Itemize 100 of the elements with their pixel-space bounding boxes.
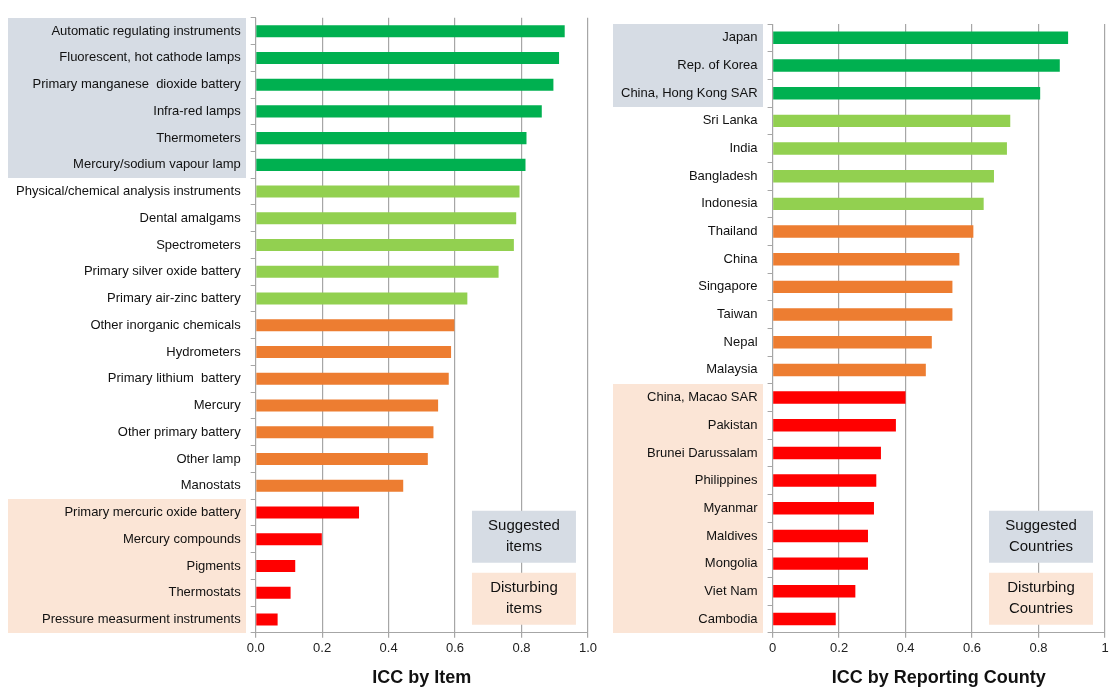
- y-tick-label: Primary mercuric oxide battery: [64, 504, 242, 520]
- bar: [256, 506, 360, 519]
- x-tick-label: 0.8: [1029, 640, 1048, 656]
- bar: [773, 142, 1007, 155]
- bar: [256, 185, 520, 198]
- x-tick-label: 0: [768, 640, 777, 656]
- bar: [773, 502, 874, 515]
- y-tick-label: Indonesia: [701, 195, 759, 211]
- y-tick-label: Pressure measurment instruments: [42, 611, 242, 627]
- bar: [773, 252, 960, 266]
- annotation: Suggested Countries: [1005, 516, 1077, 555]
- bar: [773, 197, 984, 211]
- bar: [256, 372, 449, 385]
- y-tick-label: Malaysia: [706, 361, 759, 377]
- bar: [256, 212, 517, 225]
- bar: [773, 31, 1069, 45]
- bar: [773, 114, 1011, 128]
- x-tick-label: 0.6: [446, 640, 465, 656]
- bar: [773, 336, 932, 349]
- y-tick-label: Mercury: [193, 397, 242, 413]
- y-tick-label: China: [723, 250, 759, 266]
- bar: [773, 308, 953, 321]
- y-tick-label: Primary manganese dioxide battery: [32, 76, 242, 92]
- bar: [256, 426, 434, 439]
- y-tick-label: Physical/chemical analysis instruments: [15, 183, 242, 199]
- bar: [256, 51, 560, 64]
- bar: [256, 559, 296, 572]
- bar: [256, 132, 527, 145]
- bar: [256, 319, 455, 332]
- bar: [773, 474, 877, 487]
- x-tick-label: 0.2: [313, 640, 332, 656]
- annotation: Suggested items: [488, 516, 560, 555]
- bar: [773, 86, 1041, 100]
- annotation: Disturbing Countries: [1007, 578, 1075, 617]
- y-tick-label: Dental amalgams: [139, 209, 242, 225]
- y-tick-label: Bangladesh: [688, 167, 758, 183]
- y-tick-label: Primary air-zinc battery: [107, 290, 242, 306]
- y-tick-label: Hydrometers: [166, 343, 242, 359]
- bar: [773, 446, 881, 460]
- y-tick-label: Primary silver oxide battery: [83, 263, 242, 279]
- bar: [773, 529, 868, 543]
- bar: [773, 391, 906, 404]
- y-tick-label: China, Hong Kong SAR: [620, 84, 758, 100]
- y-tick-label: Maldives: [706, 527, 759, 543]
- y-tick-label: Myanmar: [703, 499, 759, 515]
- y-tick-label: China, Macao SAR: [647, 389, 758, 405]
- y-tick-label: Spectrometers: [156, 236, 242, 252]
- y-tick-label: Pakistan: [707, 416, 758, 432]
- bar: [256, 533, 322, 546]
- x-tick-label: 0.6: [962, 640, 982, 656]
- bar: [773, 363, 926, 377]
- y-tick-label: Thailand: [707, 223, 758, 239]
- y-tick-label: Infra-red lamps: [153, 102, 242, 118]
- y-tick-label: Rep. of Korea: [677, 57, 759, 73]
- bar: [256, 613, 278, 626]
- bar: [256, 586, 291, 599]
- y-tick-label: Nepal: [723, 333, 758, 349]
- bar: [773, 419, 896, 432]
- bar: [256, 399, 439, 412]
- bar: [773, 585, 856, 598]
- y-tick-label: Other inorganic chemicals: [90, 316, 242, 332]
- y-tick-label: Fluorescent, hot cathode lamps: [59, 49, 242, 65]
- bar: [256, 105, 542, 118]
- x-tick-label: 1: [1101, 640, 1109, 656]
- y-tick-label: Manostats: [180, 477, 242, 493]
- y-tick-label: Mercury/sodium vapour lamp: [73, 156, 241, 172]
- bar: [773, 169, 994, 183]
- y-tick-label: Pigments: [186, 557, 242, 573]
- bar: [773, 59, 1060, 72]
- y-tick-label: Sri Lanka: [702, 112, 759, 128]
- bar: [256, 452, 428, 466]
- x-tick-label: 0.0: [246, 640, 265, 656]
- x-tick-label: 0.8: [512, 640, 531, 656]
- bar: [256, 292, 468, 305]
- y-tick-label: Automatic regulating instruments: [51, 22, 242, 38]
- y-tick-label: Cambodia: [698, 610, 759, 626]
- y-tick-label: Mercury compounds: [122, 530, 242, 546]
- x-tick-label: 0.4: [379, 640, 398, 656]
- bar: [256, 25, 565, 38]
- y-tick-label: Philippines: [694, 472, 759, 488]
- x-axis-title: ICC by Reporting County: [831, 667, 1046, 688]
- y-tick-label: Thermostats: [168, 584, 242, 600]
- bar: [256, 479, 404, 492]
- y-tick-label: Singapore: [698, 278, 758, 294]
- y-tick-label: Viet Nam: [704, 582, 758, 598]
- y-tick-label: Brunei Darussalam: [647, 444, 758, 460]
- y-tick-label: Other primary battery: [117, 423, 242, 439]
- y-tick-label: Primary lithium battery: [107, 370, 242, 386]
- bar: [256, 158, 526, 171]
- y-tick-label: Mongolia: [704, 555, 759, 571]
- y-tick-label: Taiwan: [717, 306, 758, 322]
- x-tick-label: 1.0: [578, 640, 597, 656]
- bar: [773, 612, 836, 626]
- x-axis-title: ICC by Item: [372, 667, 472, 688]
- y-tick-label: India: [729, 140, 759, 156]
- bar: [773, 225, 974, 238]
- bar: [256, 265, 499, 278]
- annotation: Disturbing items: [490, 578, 558, 617]
- y-tick-label: Thermometers: [156, 129, 242, 145]
- bar: [773, 557, 868, 570]
